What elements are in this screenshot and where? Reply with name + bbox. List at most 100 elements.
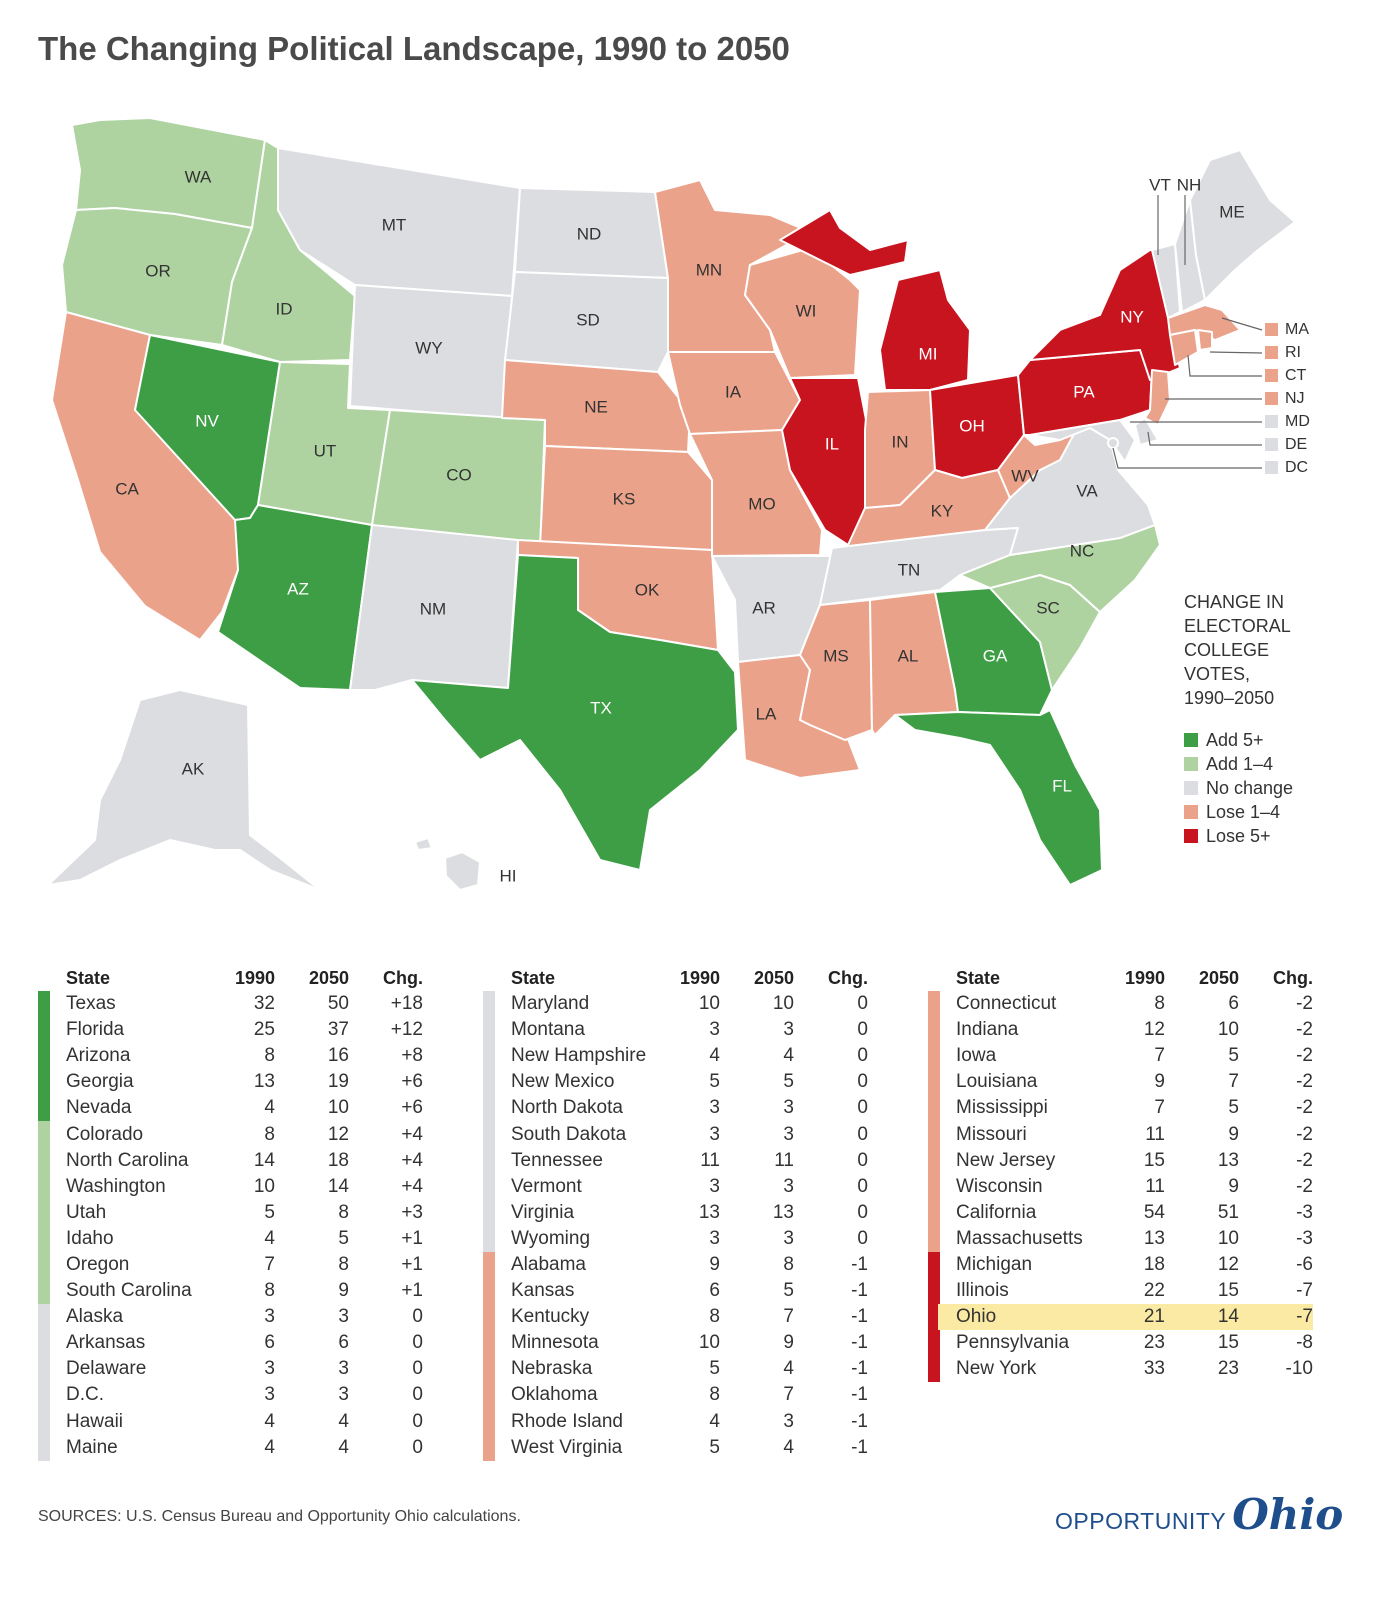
state-vt[interactable] [1151, 243, 1181, 319]
us-electoral-map: WA OR CA ID NV MT WY UT AZ CO NM ND SD N… [47, 117, 1310, 891]
cell-1990: 32 [253, 993, 275, 1015]
state-ri[interactable] [1197, 329, 1213, 351]
state-de[interactable] [1134, 417, 1159, 446]
cell-chg: +1 [401, 1280, 423, 1302]
label-la: LA [756, 704, 777, 723]
label-ma: MA [1285, 321, 1309, 338]
header-state: State [511, 967, 556, 988]
cell-2050: 7 [783, 1306, 794, 1328]
category-bar [928, 991, 940, 1018]
cell-2050: 5 [1228, 1045, 1239, 1067]
table-row: Louisiana 9 7 -2 [928, 1069, 1313, 1096]
cell-2050: 4 [783, 1045, 794, 1067]
cell-chg: 0 [412, 1410, 423, 1432]
state-il[interactable] [781, 377, 869, 546]
cell-state: New Hampshire [511, 1045, 647, 1067]
table-row: Kentucky 8 7 -1 [483, 1304, 868, 1331]
label-hi: HI [500, 866, 517, 885]
cell-chg: +6 [401, 1097, 423, 1119]
category-bar [928, 1304, 940, 1331]
cell-state: Maryland [511, 993, 590, 1015]
state-me[interactable] [1189, 149, 1296, 301]
table-row: Tennessee 11 11 0 [483, 1147, 868, 1174]
cell-2050: 6 [1228, 993, 1239, 1015]
header-2050: 2050 [753, 967, 794, 988]
category-bar [38, 1173, 50, 1200]
logo-script: Ohio [1232, 1490, 1344, 1539]
state-hi[interactable] [444, 851, 481, 891]
cell-state: Hawaii [66, 1410, 124, 1432]
label-ak: AK [182, 759, 205, 778]
cell-chg: 0 [412, 1384, 423, 1406]
state-ct[interactable] [1169, 329, 1199, 366]
cell-2050: 5 [783, 1280, 794, 1302]
state-fl[interactable] [894, 709, 1103, 886]
cell-chg: -2 [1296, 1071, 1313, 1093]
cell-2050: 10 [327, 1097, 349, 1119]
cell-1990: 6 [709, 1280, 720, 1302]
table-row: Colorado 8 12 +4 [38, 1121, 423, 1148]
cell-2050: 4 [783, 1436, 794, 1458]
cell-state: Montana [511, 1019, 585, 1041]
category-bar [38, 1199, 50, 1226]
category-bar [483, 1382, 495, 1409]
state-nj[interactable] [1144, 369, 1171, 426]
cell-2050: 12 [327, 1123, 349, 1145]
cell-state: Wyoming [511, 1227, 591, 1249]
state-sd[interactable] [504, 271, 669, 373]
cell-chg: -2 [1296, 1019, 1313, 1041]
category-bar [38, 1382, 50, 1409]
cell-state: Nevada [66, 1097, 132, 1119]
table-row: Texas 32 50 +18 [38, 991, 423, 1018]
cell-chg: -1 [851, 1384, 868, 1406]
table-row: Wisconsin 11 9 -2 [928, 1173, 1313, 1200]
table-header: State 1990 2050 Chg. [928, 965, 1313, 991]
cell-2050: 14 [327, 1175, 349, 1197]
cell-state: Minnesota [511, 1332, 599, 1354]
category-bar [483, 1199, 495, 1226]
state-mi[interactable] [879, 269, 971, 391]
cell-state: Illinois [956, 1280, 1009, 1302]
cell-state: Missouri [956, 1123, 1027, 1145]
cell-2050: 14 [1217, 1306, 1239, 1328]
cell-state: Mississippi [956, 1097, 1048, 1119]
cell-chg: -2 [1296, 1097, 1313, 1119]
legend-item-nochange: No change [1184, 776, 1364, 800]
cell-chg: 0 [857, 1123, 868, 1145]
cell-2050: 7 [1228, 1071, 1239, 1093]
cell-state: Alabama [511, 1253, 586, 1275]
cell-2050: 12 [1217, 1253, 1239, 1275]
table-row: Massachusetts 13 10 -3 [928, 1225, 1313, 1252]
state-mi-upper[interactable] [779, 209, 909, 276]
swatch-ma [1265, 323, 1278, 336]
cell-chg: 0 [857, 1019, 868, 1041]
legend-label: Lose 1–4 [1206, 801, 1281, 822]
category-bar [928, 1121, 940, 1148]
cell-2050: 3 [783, 1123, 794, 1145]
label-ia: IA [725, 382, 742, 401]
state-ak[interactable] [47, 689, 321, 891]
table-row: Arkansas 6 6 0 [38, 1330, 423, 1357]
category-bar [38, 1225, 50, 1252]
header-state: State [66, 967, 111, 988]
label-tx: TX [590, 698, 612, 717]
cell-1990: 21 [1143, 1306, 1165, 1328]
cell-2050: 50 [327, 993, 349, 1015]
category-bar [483, 1408, 495, 1435]
category-bar [38, 1434, 50, 1461]
cell-chg: 0 [857, 1071, 868, 1093]
table-row: West Virginia 5 4 -1 [483, 1434, 868, 1461]
label-va: VA [1076, 481, 1098, 500]
cell-2050: 9 [1228, 1123, 1239, 1145]
state-dc[interactable] [1107, 437, 1119, 449]
category-bar [483, 1251, 495, 1279]
state-md[interactable] [1029, 419, 1136, 463]
legend-swatch [1184, 829, 1198, 843]
state-tx[interactable] [411, 554, 739, 871]
cell-2050: 5 [783, 1071, 794, 1093]
cell-state: Utah [66, 1201, 107, 1223]
cell-1990: 3 [709, 1227, 720, 1249]
cell-1990: 11 [700, 1149, 720, 1171]
legend-swatch [1184, 757, 1198, 771]
state-hi-small[interactable] [414, 837, 433, 851]
